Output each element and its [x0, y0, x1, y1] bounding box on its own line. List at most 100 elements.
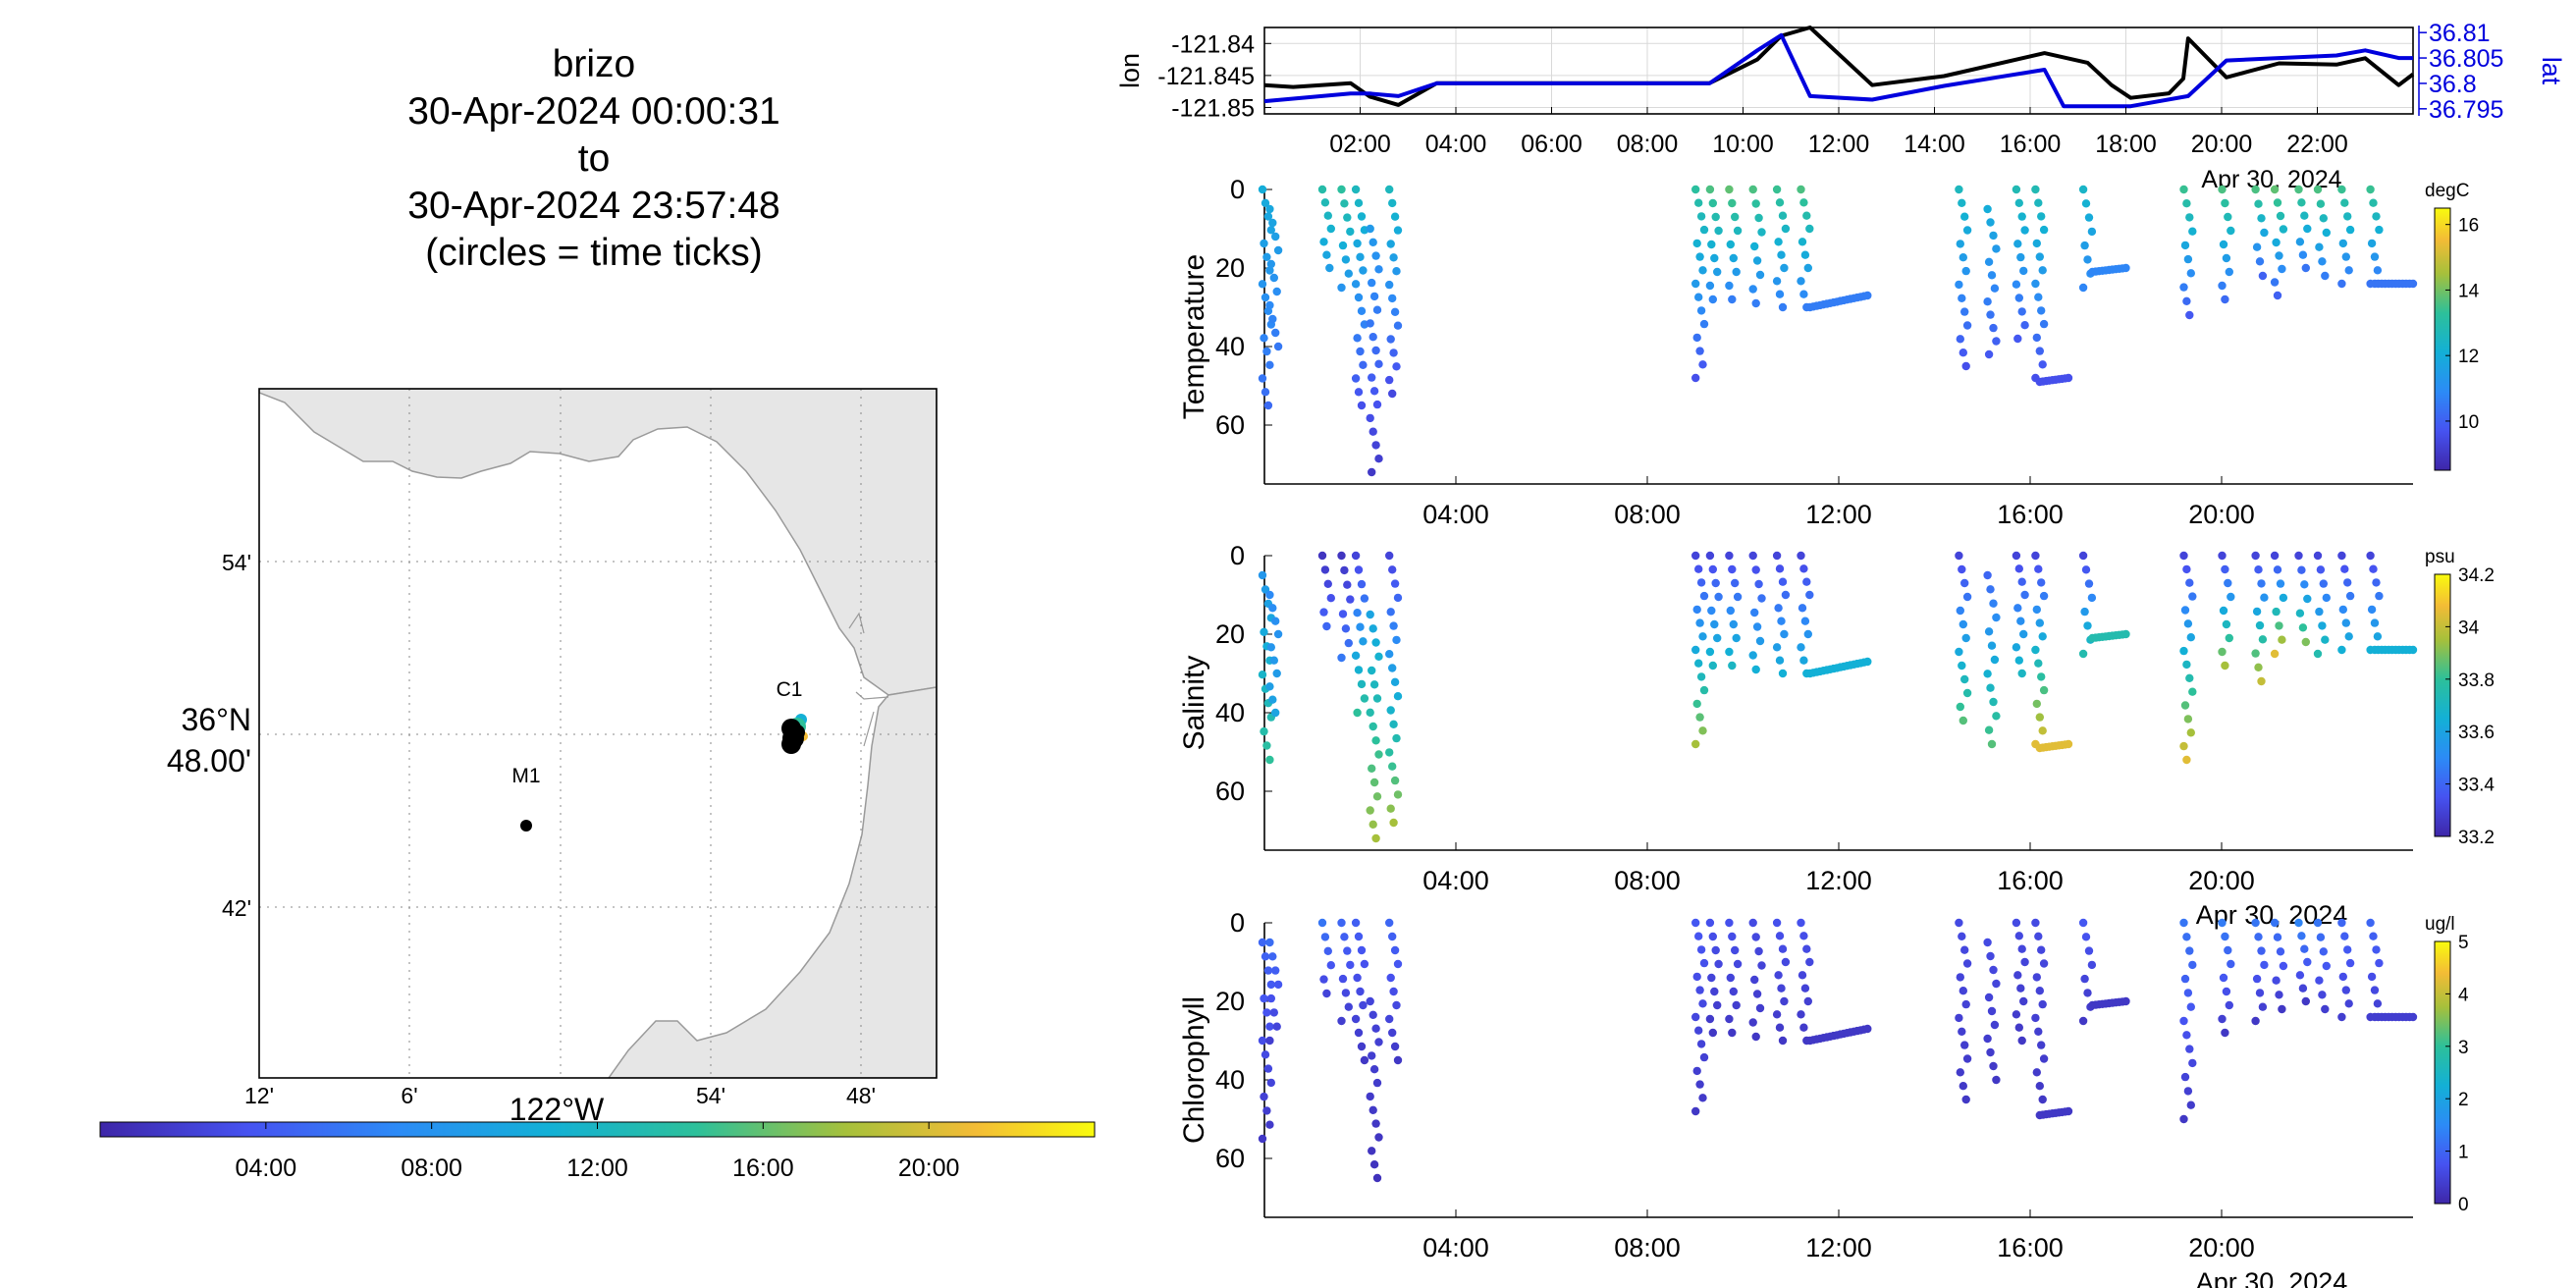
temperature-data-point — [2013, 240, 2022, 248]
chlorophyll-data-point — [1262, 1008, 1271, 1017]
temperature-data-point — [1269, 273, 1279, 283]
chlorophyll-data-point — [1372, 1078, 1382, 1088]
salinity-data-point — [1389, 621, 1398, 630]
salinity-data-point — [2367, 605, 2377, 615]
temperature-data-point — [2319, 214, 2328, 223]
salinity-x-tick-label: 16:00 — [1997, 866, 2064, 895]
salinity-data-point — [2273, 565, 2282, 574]
chlorophyll-data-point — [1368, 1051, 1376, 1060]
temperature-data-point — [2039, 225, 2049, 235]
chlorophyll-colorbar-tick-label: 1 — [2458, 1143, 2469, 1163]
chlorophyll-data-point — [1960, 1041, 1969, 1049]
chlorophyll-data-point — [2224, 945, 2232, 955]
temperature-data-point — [2375, 225, 2384, 235]
salinity-data-point — [1699, 591, 1709, 601]
temperature-data-point — [1260, 239, 1268, 248]
salinity-data-point — [1696, 672, 1706, 681]
chlorophyll-data-point — [1778, 1036, 1788, 1046]
temperature-data-point — [2276, 211, 2285, 221]
chlorophyll-colorbar-unit: ug/l — [2425, 914, 2455, 935]
salinity-data-point — [2344, 632, 2353, 641]
salinity-data-point — [1271, 617, 1280, 625]
chlorophyll-data-point — [1751, 1032, 1760, 1042]
chlorophyll-data-point — [1351, 918, 1361, 928]
temperature-data-point — [1326, 224, 1336, 234]
salinity-data-point — [2337, 551, 2346, 561]
salinity-data-point — [1272, 669, 1281, 678]
salinity-data-point — [2275, 621, 2283, 630]
temperature-data-point — [1707, 240, 1716, 249]
lonlat-left-tick-label: -121.85 — [1171, 94, 1255, 122]
chlorophyll-data-point — [1961, 999, 1970, 1009]
temperature-data-point — [2318, 257, 2327, 266]
temperature-data-point — [2014, 294, 2023, 302]
chlorophyll-data-point — [1265, 1022, 1274, 1031]
temperature-y-tick-label: 60 — [1215, 410, 1245, 440]
salinity-data-point — [2083, 621, 2092, 630]
temperature-data-point — [1956, 335, 1965, 344]
salinity-data-point — [1385, 748, 1394, 757]
temperature-data-point — [2258, 271, 2268, 281]
chlorophyll-data-point — [2031, 1013, 2040, 1023]
salinity-data-point — [1708, 564, 1718, 574]
chlorophyll-data-point — [1863, 1024, 1872, 1034]
chlorophyll-x-tick-label: 12:00 — [1805, 1233, 1872, 1262]
salinity-data-point — [1357, 679, 1367, 689]
temperature-data-point — [1955, 280, 1963, 290]
salinity-data-point — [1800, 617, 1810, 625]
salinity-data-point — [2340, 564, 2349, 573]
chlorophyll-data-point — [1777, 984, 1786, 993]
chlorophyll-data-point — [1354, 1028, 1364, 1038]
temperature-data-point — [2188, 227, 2197, 236]
temperature-data-point — [2294, 185, 2303, 194]
salinity-data-point — [1320, 565, 1330, 574]
time-colorbar: 04:00 08:00 12:00 16:00 20:00 — [99, 1121, 1096, 1182]
temperature-data-point — [1694, 293, 1703, 301]
temperature-data-point — [1748, 185, 1757, 194]
chlorophyll-data-point — [2034, 932, 2043, 940]
salinity-data-point — [2338, 605, 2347, 615]
chlorophyll-data-point — [2183, 1087, 2193, 1096]
chlorophyll-data-point — [2078, 1016, 2088, 1026]
chlorophyll-data-point — [1691, 1012, 1700, 1022]
temperature-data-point — [1392, 267, 1401, 276]
temperature-data-point — [2221, 198, 2229, 208]
salinity-data-point — [1707, 606, 1716, 616]
temperature-data-point — [1366, 224, 1374, 234]
temperature-data-point — [1265, 266, 1274, 275]
temperature-data-point — [1338, 241, 1348, 250]
salinity-data-point — [1705, 551, 1715, 561]
temperature-data-point — [1386, 335, 1395, 344]
chlorophyll-data-point — [1273, 980, 1283, 990]
chlorophyll-data-point — [2221, 1028, 2229, 1038]
salinity-data-point — [2337, 645, 2346, 655]
chlorophyll-data-point — [1799, 932, 1808, 940]
salinity-data-point — [1992, 712, 2001, 721]
chlorophyll-data-point — [1386, 973, 1395, 983]
station-label-c1: C1 — [777, 678, 803, 701]
temperature-data-point — [2300, 211, 2309, 220]
chlorophyll-data-point — [1778, 944, 1788, 953]
salinity-data-point — [2372, 578, 2381, 587]
chlorophyll-data-point — [2081, 933, 2091, 941]
temperature-data-point — [1959, 253, 1968, 262]
chlorophyll-data-point — [2251, 918, 2260, 928]
salinity-data-point — [1710, 619, 1719, 629]
temperature-data-point — [1265, 204, 1274, 214]
chlorophyll-data-point — [2032, 973, 2041, 982]
chlorophyll-data-point — [1320, 933, 1330, 941]
temperature-data-point — [2272, 238, 2281, 247]
salinity-y-tick-label: 40 — [1215, 698, 1245, 727]
salinity-data-point — [2016, 617, 2025, 625]
temperature-data-point — [1692, 333, 1701, 343]
salinity-data-point — [1983, 570, 1992, 580]
temperature-data-point — [1708, 295, 1718, 304]
chlorophyll-data-point — [1368, 1147, 1376, 1155]
salinity-data-point — [1691, 739, 1700, 749]
salinity-data-point — [1265, 682, 1274, 691]
chlorophyll-data-point — [1694, 932, 1703, 940]
chlorophyll-data-point — [2012, 918, 2021, 928]
salinity-data-point — [2219, 606, 2228, 616]
chlorophyll-data-point — [1698, 1094, 1707, 1102]
temperature-data-point — [1388, 198, 1397, 208]
